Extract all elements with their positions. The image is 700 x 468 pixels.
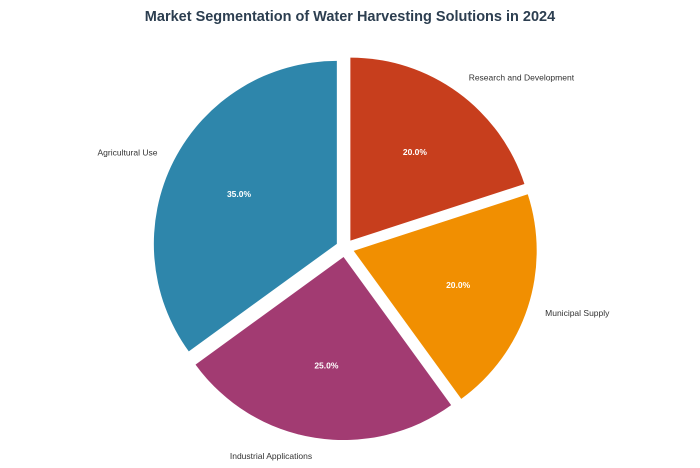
- chart-title: Market Segmentation of Water Harvesting …: [144, 9, 556, 25]
- percent-label: 20.0%: [403, 147, 428, 157]
- category-label: Municipal Supply: [545, 308, 610, 318]
- pie-slice-municipal-supply: [353, 194, 537, 399]
- category-label: Research and Development: [469, 73, 575, 83]
- percent-label: 25.0%: [314, 360, 339, 370]
- percent-label: 20.0%: [446, 280, 471, 290]
- pie-slices: [153, 57, 537, 441]
- pie-slice-industrial-applications: [195, 257, 452, 441]
- pie-slice-research-and-development: [350, 57, 525, 241]
- pie-labels: 35.0% Agricultural Use 25.0% Industrial App…: [97, 73, 610, 461]
- category-label: Agricultural Use: [97, 147, 157, 157]
- category-label: Industrial Applications: [230, 451, 312, 461]
- pie-slice-agricultural-use: [153, 60, 337, 352]
- percent-label: 35.0%: [227, 189, 252, 199]
